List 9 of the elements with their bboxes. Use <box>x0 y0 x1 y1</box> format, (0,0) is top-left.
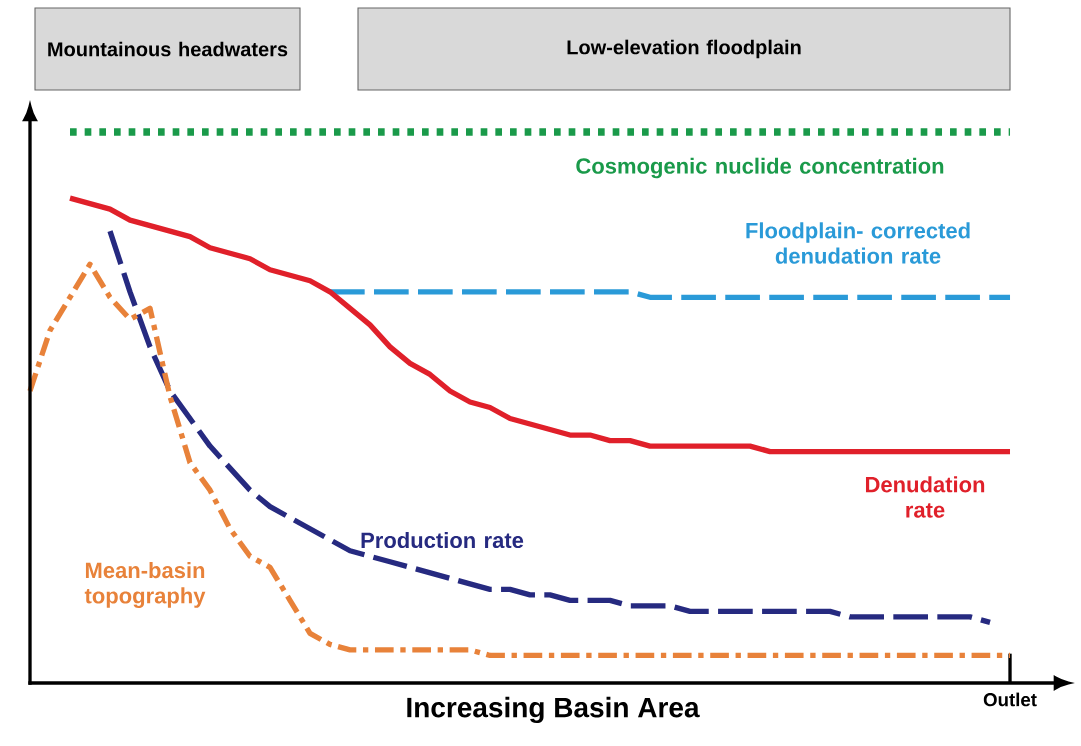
series-label: Floodplain- corrected denudation rate <box>746 222 970 264</box>
series-label: Production rate <box>361 531 524 549</box>
x-axis-title: Increasing Basin Area <box>407 696 700 724</box>
series-label: Mean-basin topography <box>84 562 206 608</box>
text: Low-elevation floodplain <box>567 39 801 59</box>
series-label: Cosmogenic nuclide concentration <box>576 157 944 179</box>
series-label: Denudation rate <box>865 476 985 518</box>
text: Outlet <box>983 692 1037 707</box>
text: Mountainous headwaters <box>48 41 288 57</box>
